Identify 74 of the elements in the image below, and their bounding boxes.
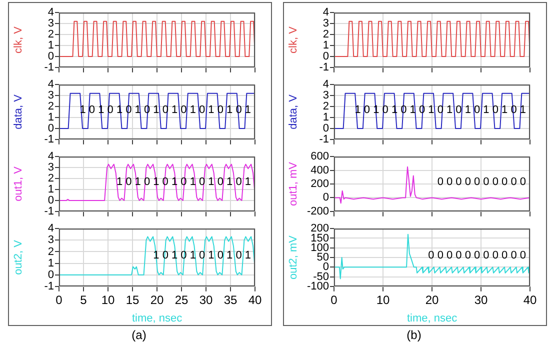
- x-tick-label: 20: [425, 292, 439, 307]
- y-tick-label: 3: [322, 90, 329, 102]
- x-tick-label: 10: [376, 292, 390, 307]
- y-tick-label: 2: [48, 100, 54, 113]
- x-tick-label: 20: [150, 292, 164, 307]
- y-tick-label: -1: [44, 205, 54, 218]
- y-tick-label: 3: [48, 234, 54, 246]
- y-axis-title: data, V: [12, 94, 25, 130]
- y-tick-label: -1: [319, 133, 329, 146]
- y-tick-label: 3: [48, 162, 54, 174]
- y-tick-label: 4: [322, 6, 329, 19]
- y-tick-label: 1: [48, 112, 54, 124]
- x-tick-label: 35: [224, 292, 238, 307]
- x-axis-title: time, nsec: [132, 312, 183, 324]
- y-tick-label: 0: [322, 50, 329, 62]
- y-tick-label: 0: [322, 261, 329, 274]
- y-tick-label: 0: [48, 50, 54, 62]
- x-tick-label: 5: [80, 292, 88, 307]
- y-tick-label: -50: [313, 270, 329, 283]
- x-tick-label: 15: [126, 292, 140, 307]
- annotation: 0 0 0 0 0 0 0 0 0 0 0: [428, 250, 526, 262]
- y-tick-label: 4: [322, 78, 329, 91]
- y-tick-label: 3: [322, 18, 329, 30]
- y-tick-label: 200: [310, 222, 329, 235]
- y-tick-label: -1: [44, 133, 54, 146]
- y-tick-label: -100: [306, 280, 329, 292]
- y-tick-label: 50: [316, 252, 329, 264]
- x-tick-label: 25: [174, 292, 188, 307]
- y-axis-title: out1, V: [12, 166, 25, 202]
- y-tick-label: -1: [319, 61, 329, 74]
- y-tick-label: -1: [44, 280, 54, 292]
- annotation: 0 0 0 0 0 0 0 0 0 0: [437, 176, 526, 188]
- y-axis-title: out2, mV: [288, 234, 300, 280]
- y-tick-label: 2: [322, 100, 329, 113]
- y-tick-label: 1: [48, 184, 54, 196]
- y-tick-label: 0: [322, 192, 329, 204]
- y-tick-label: 3: [48, 18, 54, 30]
- x-tick-label: 40: [523, 292, 537, 307]
- y-tick-label: 1: [322, 40, 329, 52]
- y-tick-label: 1: [322, 112, 329, 124]
- y-axis-title: clk, V: [288, 26, 300, 54]
- y-tick-label: 4: [48, 78, 54, 91]
- y-tick-label: 150: [310, 232, 329, 244]
- y-tick-label: 2: [48, 172, 54, 185]
- y-tick-label: 2: [48, 246, 54, 258]
- y-tick-label: 200: [310, 178, 329, 190]
- y-axis-title: clk, V: [12, 26, 25, 54]
- y-axis-title: out2, V: [12, 239, 25, 275]
- y-tick-label: -200: [306, 205, 329, 218]
- y-tick-label: 1: [48, 40, 54, 52]
- y-tick-label: 400: [310, 164, 329, 176]
- y-tick-label: 4: [48, 222, 54, 235]
- x-tick-label: 10: [101, 292, 115, 307]
- y-tick-label: 0: [322, 122, 329, 134]
- y-tick-label: 4: [48, 150, 54, 163]
- y-tick-label: -1: [44, 61, 54, 74]
- y-tick-label: 3: [48, 90, 54, 102]
- y-tick-label: 100: [310, 242, 329, 254]
- x-tick-label: 30: [199, 292, 213, 307]
- y-axis-title: out1, mV: [288, 161, 300, 206]
- y-tick-label: 2: [322, 28, 329, 41]
- text: (a): [130, 328, 148, 342]
- y-axis-title: data, V: [288, 94, 300, 130]
- x-axis-title: time, nsec: [406, 312, 458, 324]
- y-tick-label: 600: [310, 150, 329, 163]
- y-tick-label: 4: [48, 6, 54, 19]
- y-tick-label: 0: [48, 122, 54, 134]
- y-tick-label: 2: [48, 28, 54, 41]
- x-tick-label: 30: [474, 292, 488, 307]
- y-tick-label: 0: [48, 194, 54, 206]
- y-tick-label: 1: [48, 257, 54, 270]
- x-tick-label: 40: [248, 292, 262, 307]
- text: (b): [406, 328, 422, 342]
- y-tick-label: 0: [48, 268, 54, 281]
